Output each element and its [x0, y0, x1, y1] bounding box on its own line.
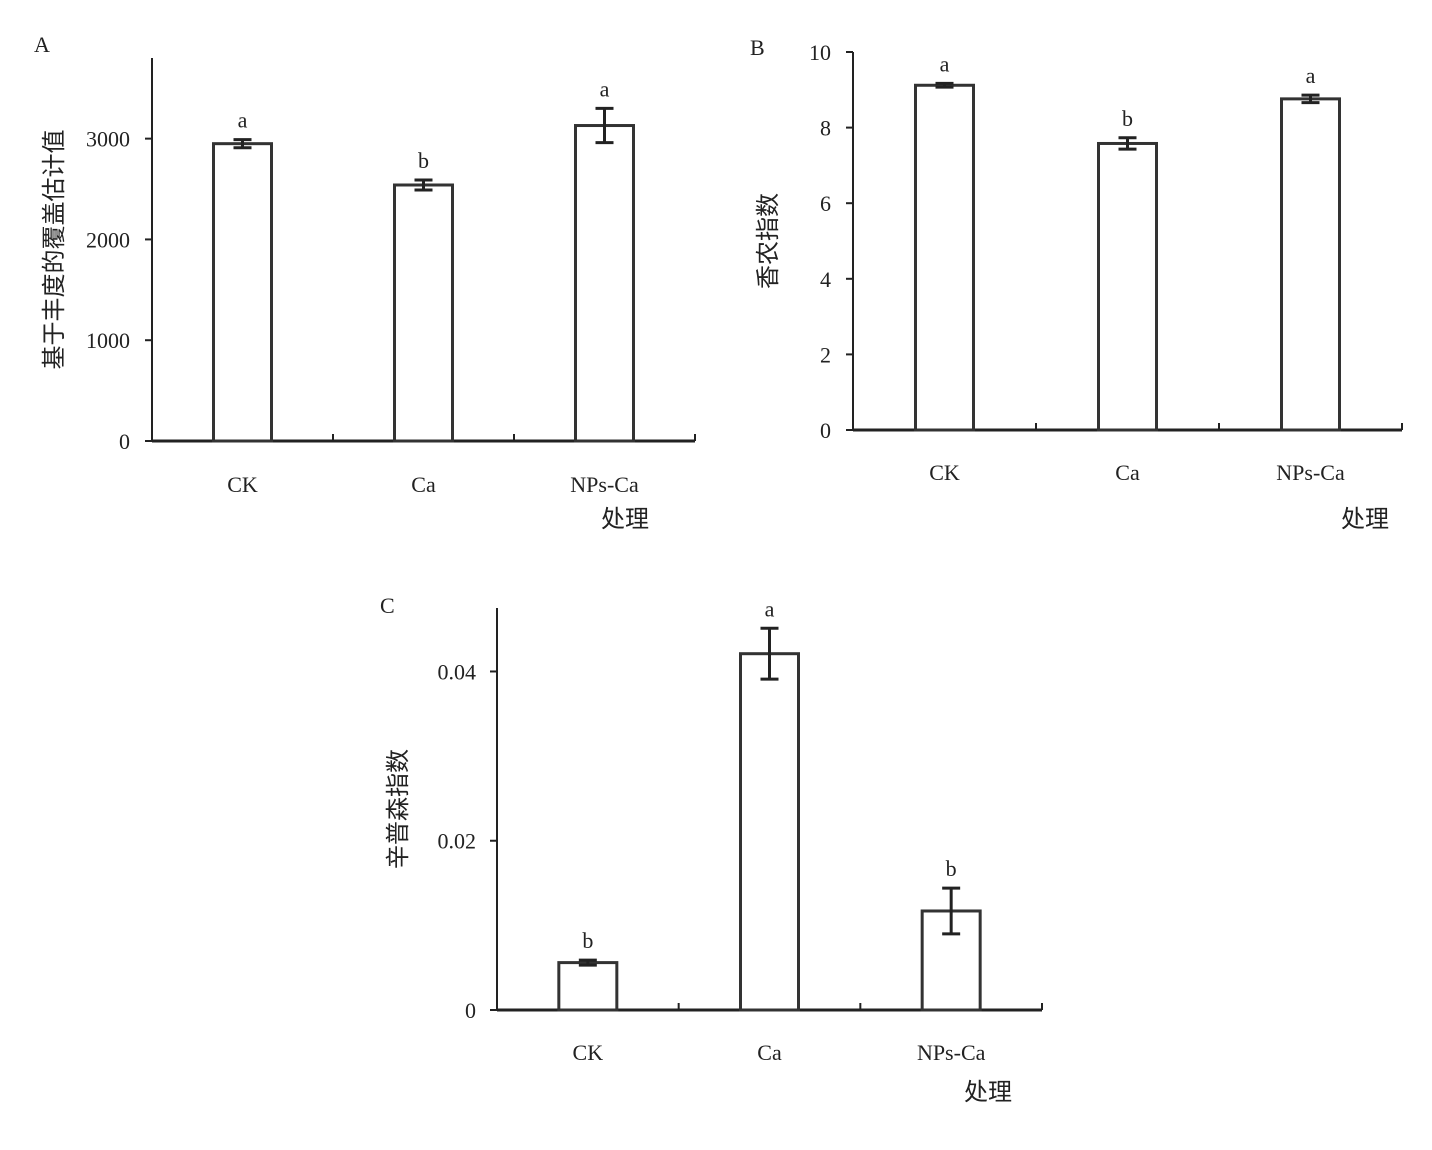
x-tick-label: CK: [227, 472, 258, 497]
panel-label: A: [34, 32, 50, 57]
panel-label: C: [380, 593, 395, 618]
bar-2: [574, 124, 635, 443]
y-tick-label: 0.02: [438, 829, 477, 854]
panel-b: B 0 2 4 6 8 10 a CK b Ca a NPs-Ca 处理 香农指数: [750, 35, 1403, 533]
x-tick-label: NPs-Ca: [1276, 460, 1345, 485]
significance-letter: b: [582, 928, 593, 953]
bar-0: [914, 83, 975, 432]
x-tick-label: Ca: [411, 472, 436, 497]
bar-2: [1280, 97, 1341, 432]
y-axis-title: 香农指数: [755, 193, 782, 289]
significance-letter: b: [1122, 106, 1133, 131]
significance-letter: b: [418, 148, 429, 173]
x-tick-label: CK: [929, 460, 960, 485]
y-axis-title: 基于丰度的覆盖估计值: [41, 130, 68, 370]
x-tick-label: NPs-Ca: [570, 472, 639, 497]
panel-a: A 0 1000 2000 3000 a CK b Ca a NPs-Ca 处理 基于丰度的覆盖估计值: [34, 32, 696, 533]
bar-0: [212, 142, 273, 443]
y-tick-label: 0: [119, 429, 130, 454]
y-tick-label: 0: [465, 998, 476, 1023]
x-axis-title: 处理: [1341, 506, 1389, 533]
y-tick-label: 1000: [86, 328, 130, 353]
significance-letter: b: [946, 856, 957, 881]
y-tick-label: 2000: [86, 227, 130, 252]
x-axis-title: 处理: [964, 1079, 1012, 1106]
significance-letter: a: [1306, 63, 1316, 88]
y-tick-label: 4: [820, 267, 831, 292]
y-tick-label: 10: [809, 40, 831, 65]
y-tick-label: 3000: [86, 127, 130, 152]
x-tick-label: Ca: [1115, 460, 1140, 485]
significance-letter: a: [940, 51, 950, 76]
x-tick-label: Ca: [757, 1040, 782, 1065]
y-tick-label: 8: [820, 116, 831, 141]
significance-letter: a: [765, 596, 775, 621]
y-tick-label: 6: [820, 191, 831, 216]
y-tick-label: 2: [820, 342, 831, 367]
bar-1: [1097, 141, 1158, 432]
panel-c: C 0 0.02 0.04 b CK a Ca b NPs-Ca 处理 辛普森指数: [380, 593, 1043, 1106]
x-tick-label: CK: [573, 1040, 604, 1065]
bar-1: [393, 183, 454, 443]
y-axis-title: 辛普森指数: [385, 749, 412, 869]
significance-letter: a: [238, 108, 248, 133]
x-axis-title: 处理: [601, 506, 649, 533]
bar-2: [920, 909, 982, 1012]
panel-label: B: [750, 35, 765, 60]
significance-letter: a: [600, 76, 610, 101]
bar-1: [739, 652, 800, 1012]
y-tick-label: 0: [820, 418, 831, 443]
x-tick-label: NPs-Ca: [917, 1040, 986, 1065]
bar-0: [557, 961, 619, 1012]
y-tick-label: 0.04: [438, 659, 477, 684]
